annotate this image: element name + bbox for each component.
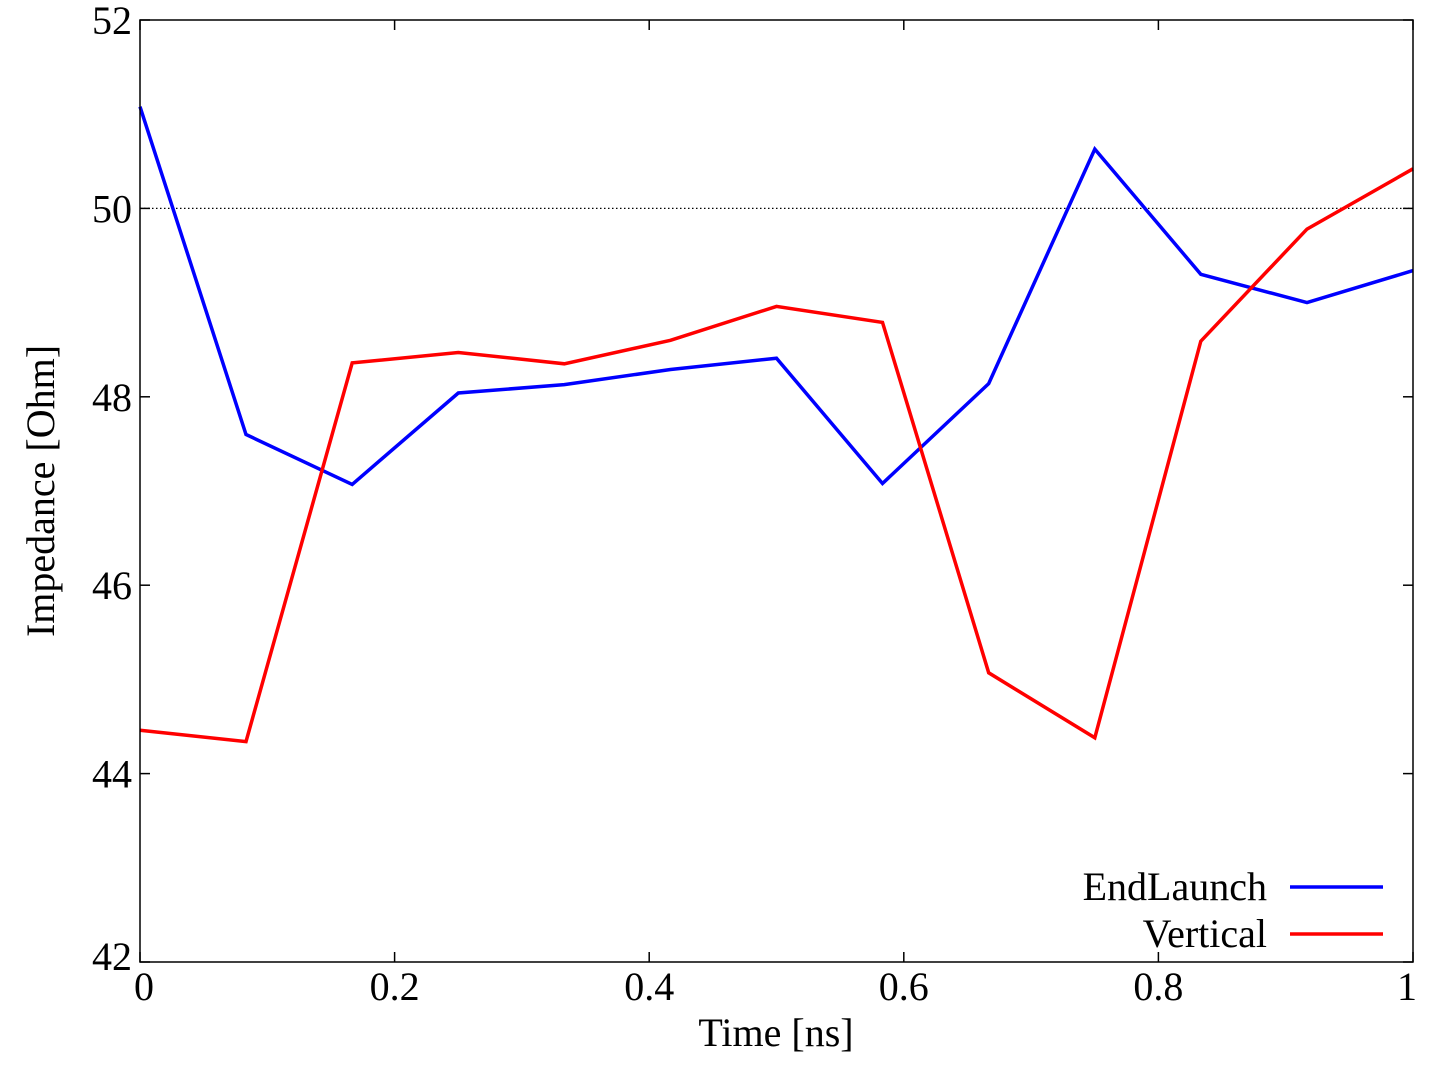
x-tick-label: 0.6 [879, 964, 929, 1009]
y-tick-label: 50 [92, 186, 132, 231]
y-tick-label: 44 [92, 752, 132, 797]
x-tick-label: 0 [134, 964, 154, 1009]
x-tick-label: 0.4 [624, 964, 674, 1009]
y-tick-label: 52 [92, 0, 132, 43]
x-tick-label: 0.8 [1133, 964, 1183, 1009]
legend-label: EndLaunch [1083, 864, 1267, 909]
plot-frame [139, 19, 1414, 963]
y-axis-title: Impedance [Ohm] [18, 345, 63, 637]
legend-label: Vertical [1143, 911, 1267, 956]
series-layer [138, 106, 1414, 744]
x-tick-label: 0.2 [370, 964, 420, 1009]
series-line-vertical [139, 167, 1414, 744]
x-axis-title: Time [ns] [698, 1010, 853, 1055]
y-tick-label: 48 [92, 375, 132, 420]
tick-layer [139, 19, 1414, 963]
x-tick-label: 1 [1397, 964, 1417, 1009]
y-tick-label: 46 [92, 563, 132, 608]
tick-label-layer: 0 0.2 0.4 0.6 0.8 1 42 44 46 48 50 52 [92, 0, 1417, 1009]
series-line-endlaunch [138, 106, 1414, 487]
y-tick-label: 42 [92, 934, 132, 979]
